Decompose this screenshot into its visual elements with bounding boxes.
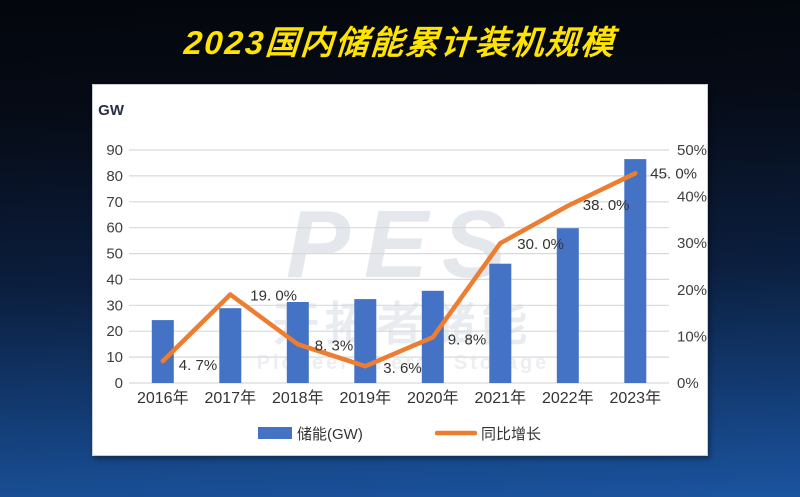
- growth-line: [160, 171, 638, 369]
- right-axis-tick: 40%: [677, 189, 707, 206]
- growth-data-label: 9. 8%: [448, 331, 486, 348]
- x-axis-label: 2021年: [474, 389, 526, 407]
- bar-2019年: [354, 299, 377, 383]
- growth-data-label: 38. 0%: [583, 197, 630, 214]
- right-axis-tick: 50%: [677, 142, 707, 159]
- x-axis-label: 2016年: [137, 389, 189, 407]
- left-axis-tick: 0: [115, 375, 123, 392]
- bar-2016年: [151, 320, 174, 383]
- x-axis-label: 2020年: [407, 389, 459, 407]
- bar-2023年: [624, 159, 647, 383]
- x-axis-label: 2017年: [204, 389, 256, 407]
- growth-data-label: 19. 0%: [250, 288, 297, 305]
- growth-data-label: 45. 0%: [650, 165, 697, 182]
- legend-bar-swatch: [258, 427, 292, 439]
- x-axis-label: 2023年: [609, 389, 661, 407]
- right-axis-tick: 30%: [677, 235, 707, 252]
- right-axis-tick: 0%: [677, 375, 699, 392]
- x-axis-label: 2022年: [542, 389, 594, 407]
- left-axis-tick: 10: [106, 349, 123, 366]
- left-axis-tick: 50: [106, 246, 123, 263]
- legend-bar-label: 储能(GW): [297, 426, 363, 443]
- x-axis-label: 2018年: [272, 389, 324, 407]
- bar-2021年: [489, 263, 512, 383]
- left-axis-tick: 20: [106, 323, 123, 340]
- left-axis-tick: 80: [106, 168, 123, 185]
- combo-chart: GW 0 10 20 30 40 50 60 70 80 90 0% 10% 20% 30% 40% 50% 20…: [98, 102, 707, 443]
- right-axis-tick: 10%: [677, 328, 707, 345]
- bar-2022年: [556, 228, 579, 383]
- chart-panel: PES 开拓者储能 Pioneer Energy Storage GW 0 10 20…: [92, 84, 708, 456]
- legend-line-label: 同比增长: [481, 426, 541, 443]
- growth-data-label: 8. 3%: [315, 337, 353, 354]
- chart-title: 2023国内储能累计装机规模: [182, 24, 617, 61]
- left-axis-unit: GW: [98, 102, 125, 119]
- left-axis-tick: 40: [106, 271, 123, 288]
- bar-2017年: [219, 308, 242, 383]
- growth-data-label: 4. 7%: [179, 357, 217, 374]
- left-axis-tick: 30: [106, 297, 123, 314]
- left-axis-tick: 70: [106, 194, 123, 211]
- left-axis-tick: 90: [106, 142, 123, 159]
- left-axis-tick: 60: [106, 220, 123, 237]
- right-axis-tick: 20%: [677, 282, 707, 299]
- x-axis-label: 2019年: [339, 389, 391, 407]
- growth-data-label: 30. 0%: [517, 236, 564, 253]
- growth-data-label: 3. 6%: [383, 360, 421, 377]
